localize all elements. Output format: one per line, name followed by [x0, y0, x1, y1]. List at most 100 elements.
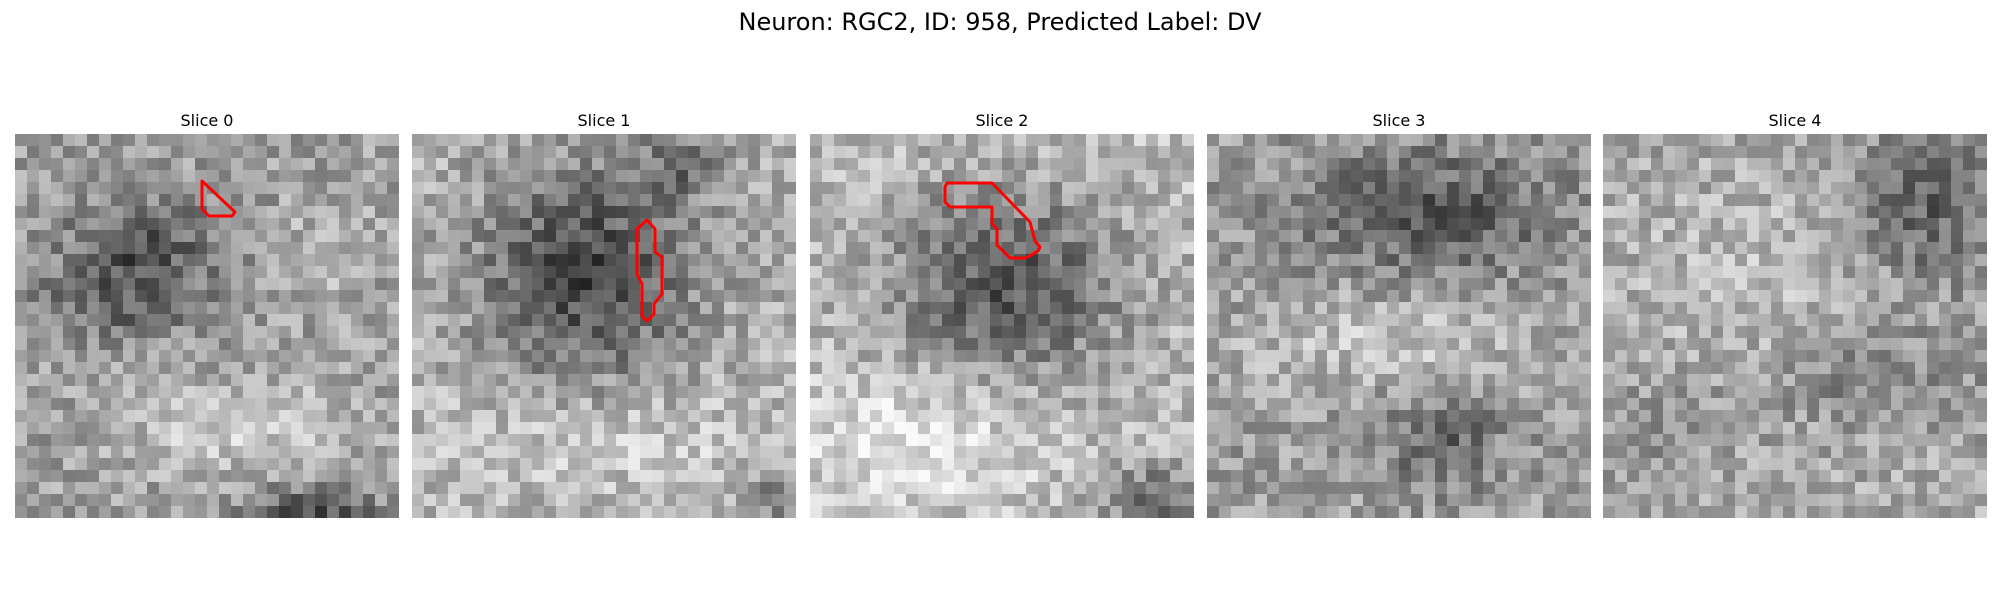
- pixel: [1951, 158, 1964, 171]
- pixel: [640, 494, 653, 507]
- pixel: [1375, 242, 1388, 255]
- pixel: [87, 350, 100, 363]
- pixel: [339, 254, 352, 267]
- pixel: [1423, 338, 1436, 351]
- pixel: [1447, 254, 1460, 267]
- pixel: [363, 278, 376, 291]
- pixel: [846, 434, 859, 447]
- pixel: [1927, 302, 1940, 315]
- pixel: [990, 134, 1003, 147]
- pixel: [568, 494, 581, 507]
- pixel: [640, 410, 653, 423]
- pixel: [1939, 194, 1952, 207]
- pixel: [243, 482, 256, 495]
- pixel: [1819, 266, 1832, 279]
- pixel: [303, 134, 316, 147]
- pixel: [351, 506, 364, 518]
- pixel: [822, 458, 835, 471]
- pixel: [1975, 314, 1987, 327]
- pixel: [822, 506, 835, 518]
- pixel: [1002, 278, 1015, 291]
- pixel: [772, 146, 785, 159]
- pixel: [291, 242, 304, 255]
- pixel: [1831, 194, 1844, 207]
- pixel: [1086, 254, 1099, 267]
- pixel: [1122, 506, 1135, 518]
- pixel: [1939, 446, 1952, 459]
- pixel: [1471, 434, 1484, 447]
- pixel: [772, 386, 785, 399]
- pixel: [846, 182, 859, 195]
- pixel: [339, 422, 352, 435]
- pixel: [1963, 434, 1976, 447]
- pixel: [1675, 458, 1688, 471]
- pixel: [1231, 470, 1244, 483]
- pixel: [918, 302, 931, 315]
- pixel: [1134, 350, 1147, 363]
- pixel: [1915, 326, 1928, 339]
- pixel: [484, 218, 497, 231]
- pixel: [870, 194, 883, 207]
- pixel: [1014, 362, 1027, 375]
- pixel: [1207, 338, 1220, 351]
- pixel: [375, 290, 388, 303]
- pixel: [327, 182, 340, 195]
- pixel: [628, 350, 641, 363]
- pixel: [1975, 254, 1987, 267]
- pixel: [1098, 254, 1111, 267]
- pixel: [1855, 278, 1868, 291]
- pixel: [1207, 350, 1220, 363]
- pixel: [243, 506, 256, 518]
- pixel: [1711, 422, 1724, 435]
- pixel: [1219, 446, 1232, 459]
- pixel: [784, 362, 796, 375]
- pixel: [424, 398, 437, 411]
- pixel: [1134, 182, 1147, 195]
- pixel: [688, 290, 701, 303]
- pixel: [424, 182, 437, 195]
- pixel: [1267, 494, 1280, 507]
- pixel: [1891, 242, 1904, 255]
- pixel: [724, 290, 737, 303]
- pixel: [532, 194, 545, 207]
- pixel: [75, 254, 88, 267]
- pixel: [1495, 314, 1508, 327]
- pixel: [1615, 290, 1628, 303]
- pixel: [1747, 206, 1760, 219]
- pixel: [1050, 482, 1063, 495]
- pixel: [1134, 410, 1147, 423]
- pixel: [1038, 374, 1051, 387]
- pixel: [1711, 218, 1724, 231]
- pixel: [1579, 134, 1591, 147]
- pixel: [291, 194, 304, 207]
- pixel: [15, 350, 28, 363]
- pixel: [1663, 458, 1676, 471]
- pixel: [568, 302, 581, 315]
- pixel: [894, 254, 907, 267]
- pixel: [1363, 326, 1376, 339]
- pixel: [1663, 374, 1676, 387]
- pixel: [664, 158, 677, 171]
- pixel: [1711, 434, 1724, 447]
- pixel: [1291, 374, 1304, 387]
- pixel: [1771, 242, 1784, 255]
- pixel: [1927, 266, 1940, 279]
- pixel: [1267, 326, 1280, 339]
- pixel: [424, 362, 437, 375]
- pixel: [135, 218, 148, 231]
- pixel: [1615, 338, 1628, 351]
- pixel: [1098, 350, 1111, 363]
- pixel: [1110, 206, 1123, 219]
- pixel: [978, 278, 991, 291]
- pixel: [1002, 266, 1015, 279]
- pixel: [1315, 314, 1328, 327]
- pixel: [990, 398, 1003, 411]
- pixel: [772, 134, 785, 147]
- pixel: [1207, 230, 1220, 243]
- pixel: [1495, 266, 1508, 279]
- pixel: [1375, 506, 1388, 518]
- pixel: [1339, 134, 1352, 147]
- pixel: [1939, 338, 1952, 351]
- pixel: [1735, 446, 1748, 459]
- pixel: [1291, 302, 1304, 315]
